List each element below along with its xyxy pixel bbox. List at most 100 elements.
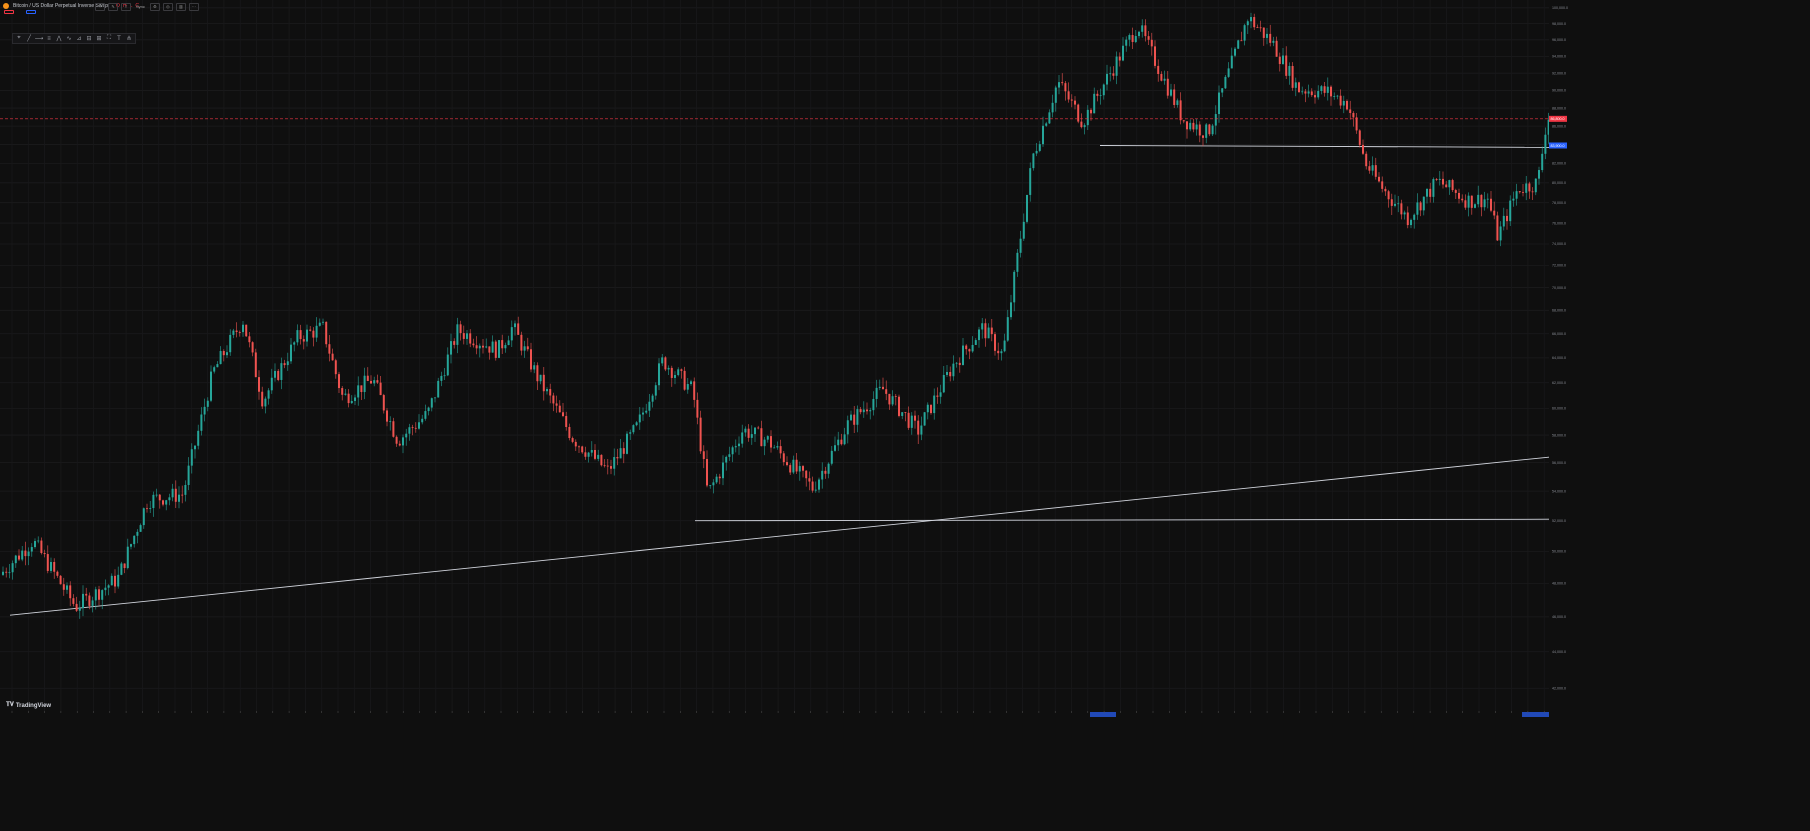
candle-body (606, 465, 609, 467)
candle (1298, 81, 1300, 93)
candle-body (1403, 212, 1406, 215)
text-tool-icon[interactable]: T (117, 35, 121, 42)
candle (21, 546, 24, 562)
trendline-icon[interactable]: ╱ (27, 36, 31, 42)
candle (1195, 118, 1198, 136)
candle-body (1394, 203, 1396, 206)
trash-icon[interactable]: ▥ (175, 2, 186, 11)
candle-body (1115, 56, 1118, 76)
candle-body (248, 336, 251, 343)
candle-body (1544, 134, 1547, 154)
candle (53, 558, 56, 579)
candle-body (782, 453, 785, 463)
buy-button[interactable] (26, 10, 36, 14)
trendline[interactable] (1099, 145, 1551, 148)
candle (494, 339, 497, 361)
candle (994, 331, 996, 356)
candle (149, 500, 152, 514)
candle (1128, 33, 1131, 47)
candle (792, 455, 795, 475)
fib-icon[interactable]: ≡ (47, 35, 51, 42)
trendline[interactable] (694, 518, 1551, 522)
candle (440, 371, 443, 387)
candle (699, 410, 702, 454)
candle-body (747, 428, 750, 438)
candle (728, 446, 731, 461)
time-scale[interactable] (0, 711, 1810, 831)
candle (1144, 19, 1147, 42)
candle (894, 394, 897, 406)
candle (968, 348, 971, 360)
sync-button[interactable]: Sync (136, 4, 145, 9)
candle (558, 400, 561, 413)
candle (766, 435, 769, 443)
crosshair-icon[interactable]: + (95, 2, 105, 11)
candle-body (1294, 82, 1297, 88)
camera-icon[interactable]: ◎ (162, 2, 173, 11)
trendline-layer[interactable] (9, 145, 1551, 616)
candle-body (1061, 82, 1064, 84)
candle (990, 319, 993, 342)
frame-icon[interactable]: ⛶ (106, 35, 112, 41)
candle-body (1064, 83, 1067, 92)
candle-body (1051, 102, 1054, 113)
candle (501, 334, 504, 355)
candle (885, 380, 888, 401)
candle (747, 424, 750, 442)
tradingview-logo[interactable]: 𝐓𝐕 TradingView (6, 702, 51, 709)
candle (520, 331, 523, 356)
candle-body (242, 324, 244, 333)
candle-body (901, 412, 904, 416)
candle (363, 367, 366, 400)
candle (296, 324, 299, 346)
text-icon[interactable]: T (121, 2, 131, 11)
candle (187, 457, 190, 491)
magnet-icon[interactable]: ⋔ (126, 36, 132, 42)
candle-body (1336, 95, 1339, 97)
candle-body (91, 600, 94, 606)
candle-body (1042, 125, 1044, 145)
trendline[interactable] (9, 456, 1551, 616)
elliott-icon[interactable]: ∿ (66, 36, 72, 42)
price-scale[interactable]: 42,000.0 44,000.0 46,000.0 48,000.0 50,000.0… (1549, 0, 1810, 831)
price-marker: 83,900.0 (1549, 142, 1567, 149)
sell-button[interactable] (4, 10, 14, 14)
candle-body (226, 352, 228, 356)
symbol-title[interactable]: Bitcoin / US Dollar Perpetual Inverse Sw… (13, 3, 109, 9)
candle-body (158, 494, 161, 501)
candle-body (555, 403, 558, 406)
candle (181, 485, 184, 504)
candle-body (1429, 188, 1432, 197)
candle (1045, 121, 1048, 127)
settings-icon[interactable]: ⚙ (149, 2, 160, 11)
candle-body (850, 414, 852, 421)
candle-body (754, 427, 756, 435)
measure-icon[interactable]: ⊞ (96, 36, 102, 42)
candle (123, 563, 126, 574)
candle-body (1202, 135, 1204, 138)
candle (1266, 27, 1268, 45)
candle (1234, 46, 1236, 58)
candle-body (27, 551, 30, 557)
candle (142, 507, 145, 529)
range-icon[interactable]: ⊟ (86, 36, 92, 42)
candle-body (741, 432, 744, 444)
brush-icon[interactable]: ✎ (108, 2, 118, 11)
candle (1483, 191, 1486, 211)
candle (690, 379, 692, 386)
candle-body (34, 541, 36, 548)
candle-body (1381, 181, 1384, 189)
more-icon[interactable]: ⋯ (188, 2, 199, 11)
candle-body (552, 395, 555, 404)
projection-icon[interactable]: ⊿ (76, 36, 82, 42)
candle-body (568, 426, 571, 439)
candle (840, 433, 843, 446)
price-tick-label: 46,000.0 (1552, 615, 1566, 619)
cursor-icon[interactable]: ⌖ (17, 35, 21, 41)
candle-body (152, 494, 155, 509)
pattern-icon[interactable]: ⋀ (56, 36, 62, 42)
horizontal-ray-icon[interactable]: ⟶ (34, 36, 44, 42)
candle (242, 320, 244, 337)
candle-body (744, 428, 747, 433)
